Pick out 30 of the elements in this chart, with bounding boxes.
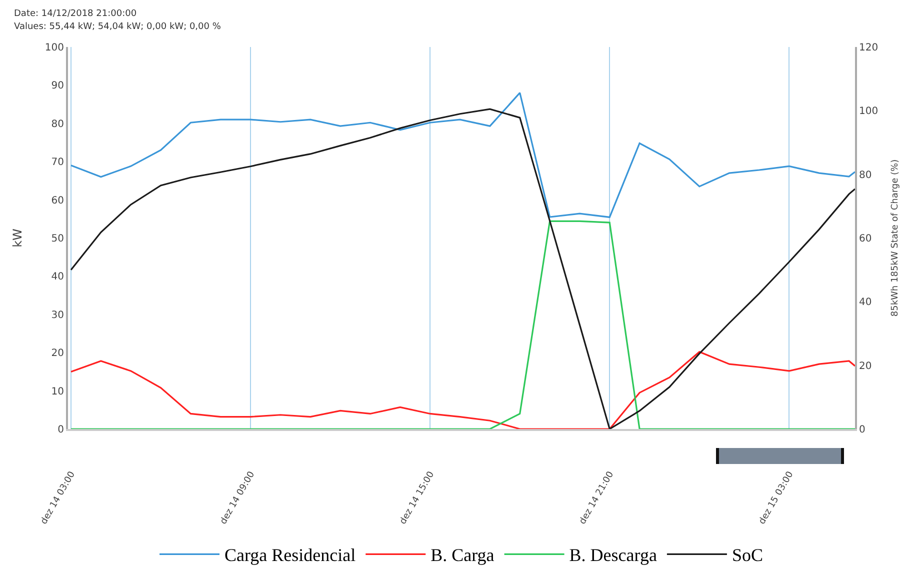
- y2-tick-label: 0: [859, 424, 866, 436]
- y2-tick-label: 20: [859, 360, 872, 372]
- y2-tick-label: 60: [859, 234, 872, 244]
- text: Date: 14/12/2018 21:00:00: [14, 8, 138, 21]
- y-axis-title: kW: [10, 228, 25, 248]
- y-tick-label: 40: [51, 272, 64, 283]
- y2-tick-label: 120: [859, 42, 878, 54]
- legend-label: Carga Residencial: [224, 545, 356, 566]
- y-tick-label: 100: [44, 42, 64, 54]
- y2-tick-label: 40: [859, 297, 872, 308]
- y-tick-label: 60: [51, 195, 64, 206]
- line-series: [70, 220, 855, 429]
- y-tick-label: 90: [51, 80, 64, 92]
- legend-label: B. Carga: [430, 545, 494, 566]
- y2-tick-label: 80: [859, 170, 872, 181]
- y-tick-label: 0: [58, 424, 64, 436]
- y-tick-label: 80: [51, 118, 64, 130]
- legend-label: B. Descarga: [569, 545, 657, 566]
- y-tick-label: 10: [51, 386, 64, 398]
- y2-axis-title: 85kWh 185kW State of Charge (%): [890, 159, 900, 317]
- y-tick-label: 70: [51, 157, 64, 168]
- y-tick-label: 30: [51, 310, 64, 321]
- line-series: [70, 351, 855, 429]
- line-series: [70, 108, 855, 429]
- y-tick-label: 50: [51, 234, 64, 244]
- line-series: [70, 92, 855, 218]
- y-tick-label: 20: [51, 348, 64, 360]
- text: Values: 55,44 kW; 54,04 kW; 0,00 kW; 0,00 %: [14, 21, 221, 34]
- legend-label: SoC: [732, 545, 763, 566]
- y2-tick-label: 100: [859, 106, 878, 118]
